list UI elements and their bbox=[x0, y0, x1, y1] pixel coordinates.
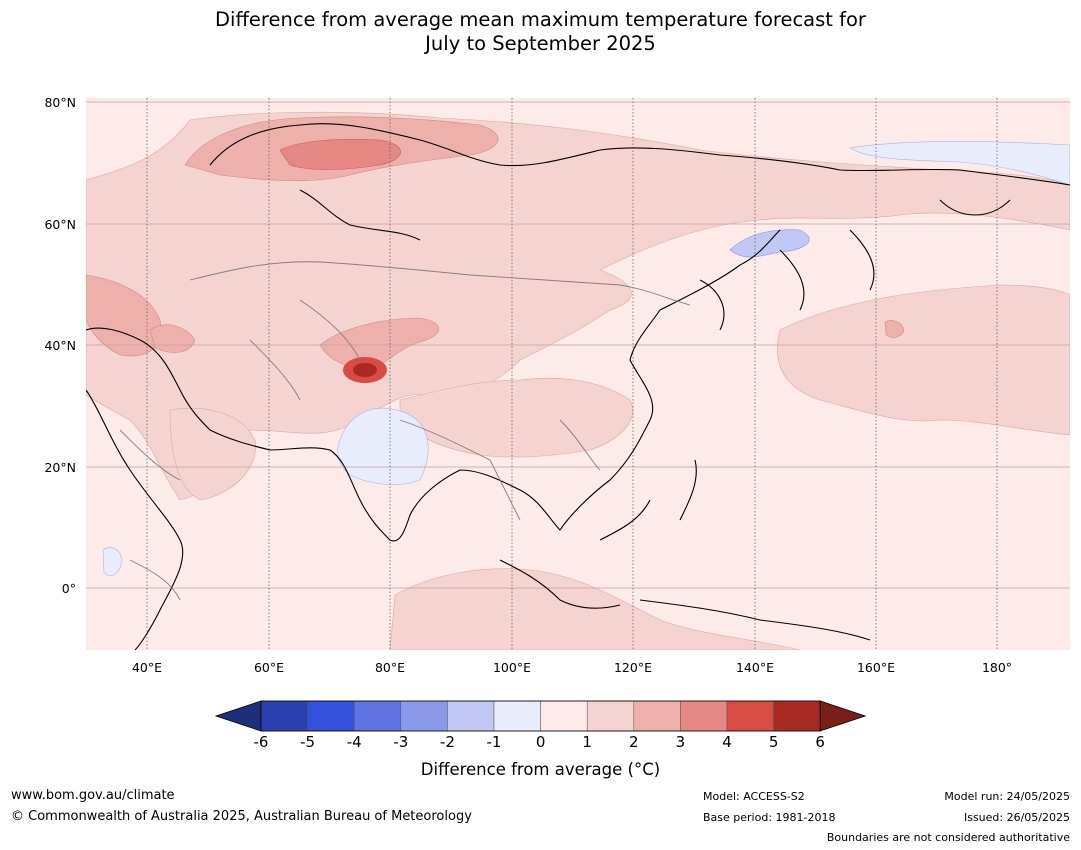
legend-swatch bbox=[773, 700, 821, 732]
anomaly-hotspot-inner bbox=[353, 363, 377, 377]
legend-tick-label: -1 bbox=[486, 733, 502, 751]
legend-tick-label: -4 bbox=[346, 733, 362, 751]
lon-label-140e: 140°E bbox=[735, 660, 774, 675]
legend-extend-high bbox=[819, 700, 867, 732]
country-borders bbox=[119, 261, 691, 601]
anomaly-1-2-arabia bbox=[169, 408, 256, 501]
legend-tick-label: 5 bbox=[768, 733, 779, 751]
anomaly-cool-india bbox=[337, 407, 429, 485]
title-line-1: Difference from average mean maximum tem… bbox=[215, 8, 866, 31]
map-area bbox=[86, 98, 1070, 650]
anomaly-1-2-tropics bbox=[389, 568, 801, 650]
anomaly-3-4-russia bbox=[279, 139, 401, 170]
legend-tick-label: 3 bbox=[675, 733, 686, 751]
grid-lines bbox=[86, 101, 1070, 589]
legend-swatch bbox=[633, 700, 681, 732]
legend-colorbar bbox=[214, 700, 867, 732]
footer-disclaimer: Boundaries are not considered authoritat… bbox=[826, 831, 1070, 844]
anomaly-2-3-pacific-spot bbox=[884, 320, 905, 338]
footer-model-run: Model run: 24/05/2025 bbox=[944, 790, 1070, 803]
anomaly-cool-arctic bbox=[849, 141, 1070, 186]
lat-label-0: 0° bbox=[61, 581, 76, 596]
legend-tick-label: -2 bbox=[439, 733, 455, 751]
lon-label-180: 180° bbox=[981, 660, 1013, 675]
lat-label-80n: 80°N bbox=[44, 95, 76, 110]
anomaly-cool-africa bbox=[102, 547, 123, 576]
legend-swatch bbox=[493, 700, 541, 732]
lat-label-40n: 40°N bbox=[44, 338, 76, 353]
lon-label-160e: 160°E bbox=[856, 660, 895, 675]
lat-label-20n: 20°N bbox=[44, 460, 76, 475]
legend-outline bbox=[260, 700, 821, 732]
lon-label-40e: 40°E bbox=[131, 660, 163, 675]
lat-label-60n: 60°N bbox=[44, 217, 76, 232]
legend-swatch bbox=[353, 700, 402, 732]
anomaly-2-3-caspian bbox=[149, 324, 196, 353]
map-title: Difference from average mean maximum tem… bbox=[0, 8, 1081, 56]
footer-model: Model: ACCESS-S2 bbox=[703, 790, 805, 803]
footer-copyright: © Commonwealth of Australia 2025, Austra… bbox=[11, 809, 472, 824]
meridian-lines bbox=[146, 98, 998, 650]
lon-label-60e: 60°E bbox=[253, 660, 285, 675]
footer-website[interactable]: www.bom.gov.au/climate bbox=[11, 788, 175, 803]
legend-swatch bbox=[540, 700, 588, 732]
forecast-map bbox=[86, 98, 1070, 650]
legend-swatch bbox=[586, 700, 635, 732]
legend-tick-label: 6 bbox=[815, 733, 825, 751]
legend-swatch bbox=[726, 700, 774, 732]
anomaly-1-2-china bbox=[399, 377, 633, 458]
legend-label: Difference from average (°C) bbox=[420, 760, 661, 779]
legend-tick-label: 4 bbox=[722, 733, 732, 751]
anomaly-1-2-eurasia bbox=[86, 111, 1070, 501]
legend-swatch bbox=[680, 700, 728, 732]
legend-extend-low bbox=[214, 700, 262, 732]
lon-label-120e: 120°E bbox=[613, 660, 652, 675]
legend-tick-label: 2 bbox=[629, 733, 639, 751]
footer-issued: Issued: 26/05/2025 bbox=[963, 811, 1070, 824]
lon-label-80e: 80°E bbox=[374, 660, 406, 675]
legend-swatch bbox=[307, 700, 355, 732]
coastlines bbox=[86, 123, 1070, 650]
legend-tick-label: 1 bbox=[582, 733, 592, 751]
title-line-2: July to September 2025 bbox=[425, 32, 656, 55]
legend-swatch bbox=[260, 700, 308, 732]
legend-tick-label: 0 bbox=[535, 733, 546, 751]
legend-swatch bbox=[400, 700, 448, 732]
legend-tick-label: -6 bbox=[253, 733, 269, 751]
footer-base-period: Base period: 1981-2018 bbox=[703, 811, 836, 824]
lon-label-100e: 100°E bbox=[492, 660, 531, 675]
legend-tick-label: -5 bbox=[300, 733, 316, 751]
legend-swatch bbox=[447, 700, 495, 732]
legend-tick-label: -3 bbox=[393, 733, 409, 751]
